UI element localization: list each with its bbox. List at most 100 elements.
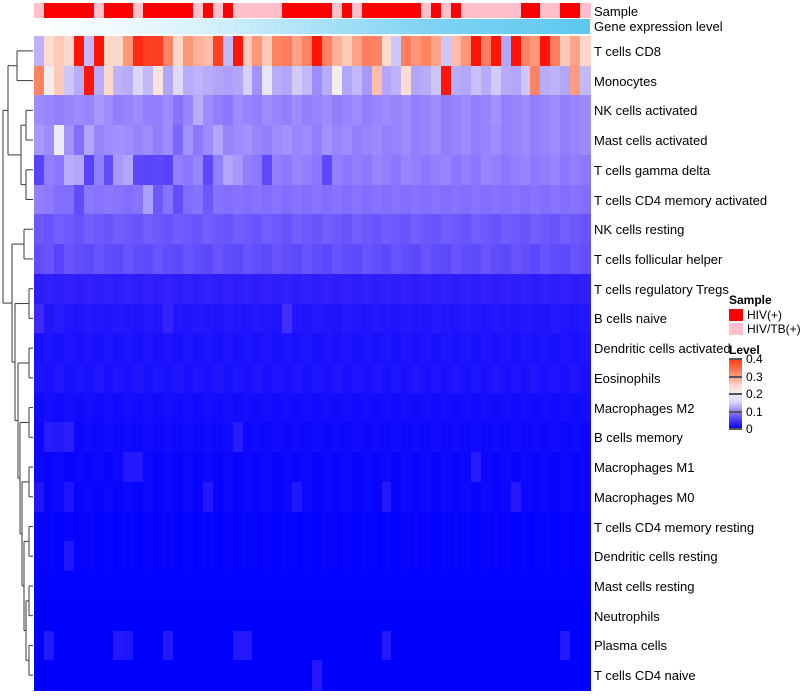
heatmap-cell (401, 363, 412, 394)
heatmap-cell (173, 660, 184, 691)
heatmap-cell (401, 36, 412, 67)
heatmap-cell (530, 154, 541, 186)
heatmap-cell (391, 303, 402, 334)
heatmap-cell (560, 273, 571, 305)
heatmap-cell (83, 95, 95, 126)
heatmap-cell (570, 660, 581, 691)
heatmap-row-label: Mast cells resting (594, 579, 695, 594)
heatmap-cell (351, 303, 363, 334)
heatmap-cell (103, 600, 115, 632)
heatmap-cell (540, 65, 551, 97)
heatmap-cell (242, 363, 254, 394)
heatmap-cell (103, 392, 115, 424)
heatmap-cell (262, 65, 273, 97)
heatmap-cell (63, 481, 75, 513)
heatmap-cell (371, 600, 383, 632)
heatmap-cell (282, 273, 293, 305)
heatmap-cell (202, 273, 214, 305)
sample-legend-item[interactable]: HIV(+) (729, 308, 800, 322)
heatmap-cell (43, 422, 55, 453)
gene-expression-track-label: Gene expression level (594, 19, 723, 34)
heatmap-cell (460, 303, 472, 334)
heatmap-cell (560, 571, 571, 602)
heatmap-cell (321, 214, 333, 245)
heatmap-cell (143, 125, 154, 156)
heatmap-cell (460, 184, 472, 215)
heatmap-cell (480, 273, 492, 305)
heatmap-cell (411, 630, 422, 661)
heatmap-cell (570, 511, 581, 542)
sample-annotation-cell (153, 3, 164, 18)
heatmap-cell (133, 244, 144, 275)
sample-annotation-cell (520, 3, 532, 18)
heatmap-cell (262, 363, 273, 394)
heatmap-cell (451, 303, 462, 334)
heatmap-cell (143, 95, 154, 126)
heatmap-cell (460, 481, 472, 513)
heatmap-cell (460, 36, 472, 67)
heatmap-cell (421, 392, 432, 424)
heatmap-cell (480, 630, 492, 661)
heatmap-cell (282, 600, 293, 632)
heatmap-cell (43, 273, 55, 305)
sample-annotation-cell (510, 3, 522, 18)
heatmap-cell (173, 244, 184, 275)
heatmap-cell (510, 303, 522, 334)
heatmap-cell (371, 422, 383, 453)
heatmap-cell (63, 95, 75, 126)
heatmap-cell (510, 154, 522, 186)
sample-legend-item[interactable]: HIV/TB(+) (729, 322, 800, 336)
heatmap-cell (182, 125, 194, 156)
heatmap-cell (550, 303, 561, 334)
heatmap-cell (83, 303, 95, 334)
heatmap-cell (192, 65, 204, 97)
heatmap-row (34, 630, 591, 661)
heatmap-row (34, 452, 591, 483)
heatmap-cell (262, 630, 273, 661)
heatmap-cell (192, 333, 204, 364)
heatmap-cell (381, 422, 393, 453)
heatmap-cell (262, 184, 273, 215)
heatmap-cell (143, 422, 154, 453)
heatmap-cell (530, 95, 541, 126)
heatmap-cell (411, 333, 422, 364)
heatmap-cell (411, 154, 422, 186)
heatmap-cell (570, 541, 581, 572)
heatmap-cell (490, 125, 502, 156)
heatmap-cell (391, 392, 402, 424)
heatmap-cell (242, 452, 254, 483)
heatmap-cell (103, 511, 115, 542)
heatmap-cell (212, 452, 224, 483)
heatmap-cell (480, 244, 492, 275)
sample-annotation-cell (480, 3, 492, 18)
heatmap-cell (391, 630, 402, 661)
heatmap-cell (411, 65, 422, 97)
heatmap-row (34, 541, 591, 572)
heatmap-cell (451, 184, 462, 215)
heatmap-cell (490, 600, 502, 632)
heatmap-cell (63, 363, 75, 394)
heatmap-cell (182, 95, 194, 126)
heatmap-cell (252, 630, 263, 661)
heatmap-grid (34, 36, 591, 691)
heatmap-cell (34, 244, 45, 275)
heatmap-cell (292, 660, 303, 691)
heatmap-cell (133, 571, 144, 602)
heatmap-cell (391, 422, 402, 453)
heatmap-cell (470, 154, 482, 186)
heatmap-cell (34, 481, 45, 513)
heatmap-cell (53, 36, 65, 67)
heatmap-cell (431, 363, 442, 394)
heatmap-cell (262, 422, 273, 453)
heatmap-cell (182, 660, 194, 691)
heatmap-cell (550, 333, 561, 364)
heatmap-cell (490, 392, 502, 424)
heatmap-cell (73, 511, 85, 542)
heatmap-cell (123, 333, 134, 364)
heatmap-cell (361, 65, 373, 97)
heatmap-cell (63, 333, 75, 364)
heatmap-cell (361, 452, 373, 483)
heatmap-cell (520, 511, 532, 542)
heatmap-cell (83, 273, 95, 305)
heatmap-cell (212, 481, 224, 513)
